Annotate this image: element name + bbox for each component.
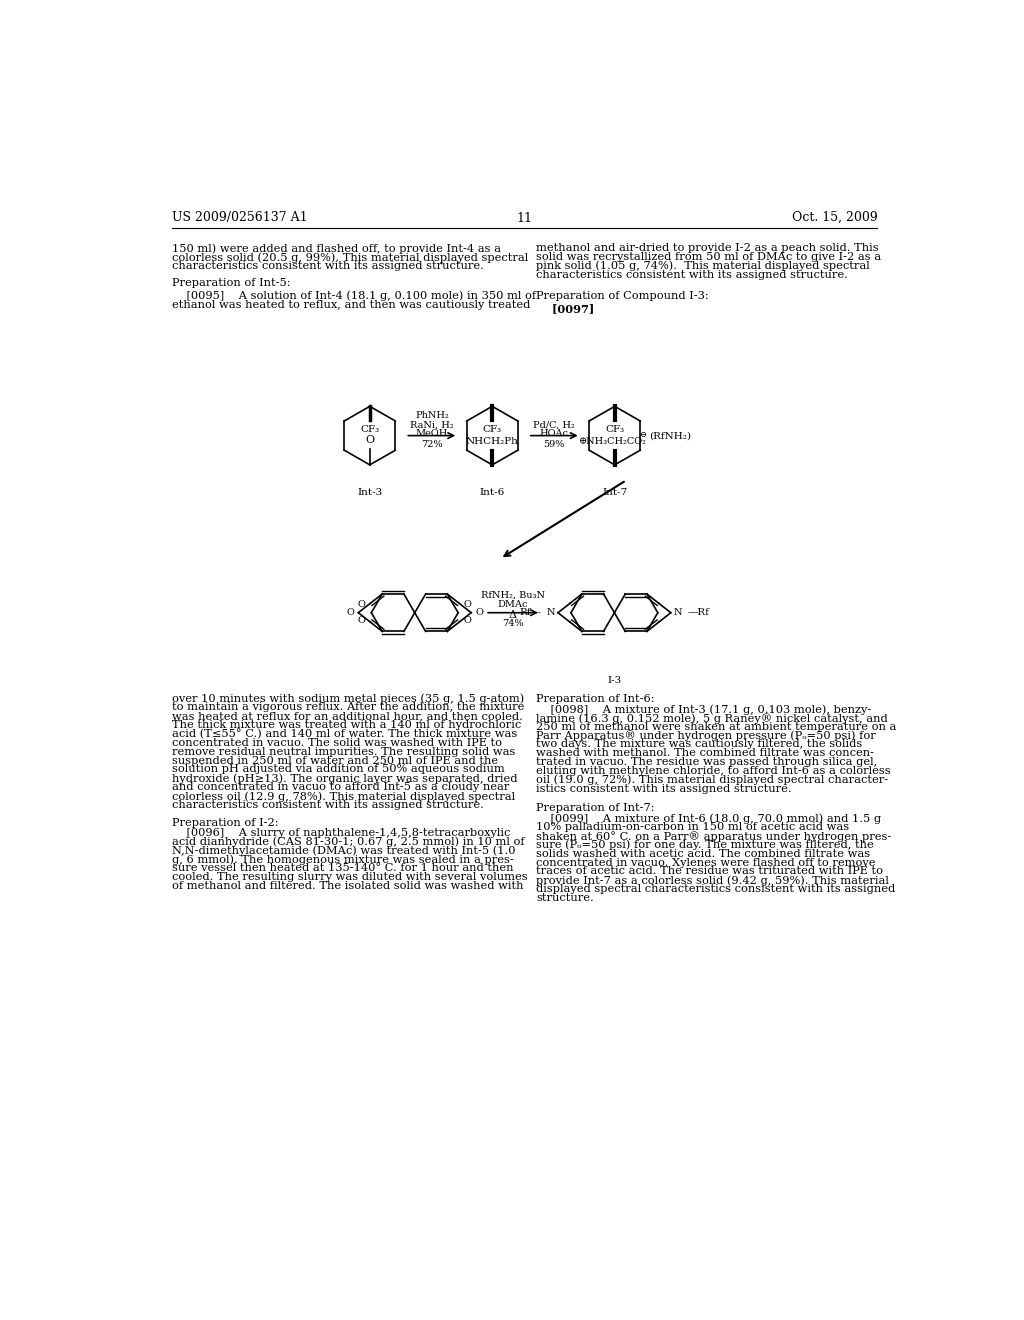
Text: characteristics consistent with its assigned structure.: characteristics consistent with its assi… [172,800,484,809]
Text: I-3: I-3 [607,676,622,685]
Text: 10% palladium-on-carbon in 150 ml of acetic acid was: 10% palladium-on-carbon in 150 ml of ace… [537,822,850,832]
Text: oil (19.0 g, 72%). This material displayed spectral character-: oil (19.0 g, 72%). This material display… [537,775,889,785]
Text: N: N [674,609,682,618]
Text: HOAc: HOAc [540,429,568,438]
Text: ethanol was heated to reflux, and then was cautiously treated: ethanol was heated to reflux, and then w… [172,300,530,310]
Text: O: O [357,601,366,610]
Text: CF₃: CF₃ [360,425,379,434]
Text: concentrated in vacuo. Xylenes were flashed off to remove: concentrated in vacuo. Xylenes were flas… [537,858,876,867]
Text: NHCH₂Ph: NHCH₂Ph [466,437,519,446]
Text: istics consistent with its assigned structure.: istics consistent with its assigned stru… [537,784,792,793]
Text: characteristics consistent with its assigned structure.: characteristics consistent with its assi… [537,269,848,280]
Text: colorless solid (20.5 g, 99%). This material displayed spectral: colorless solid (20.5 g, 99%). This mate… [172,252,528,263]
Text: Pd/C, H₂: Pd/C, H₂ [534,420,575,429]
Text: N: N [547,609,555,618]
Text: 11: 11 [517,213,532,226]
Text: 250 ml of methanol were shaken at ambient temperature on a: 250 ml of methanol were shaken at ambien… [537,722,897,731]
Text: DMAc: DMAc [498,601,528,610]
Text: O: O [475,609,483,618]
Text: 150 ml) were added and flashed off, to provide Int-4 as a: 150 ml) were added and flashed off, to p… [172,243,501,253]
Text: MeOH: MeOH [416,429,447,438]
Text: US 2009/0256137 A1: US 2009/0256137 A1 [172,211,308,224]
Text: Preparation of Int-5:: Preparation of Int-5: [172,277,291,288]
Text: ⊕NH₃CH₂CO₂: ⊕NH₃CH₂CO₂ [580,437,647,446]
Text: —Rf: —Rf [688,609,710,618]
Text: Preparation of I-2:: Preparation of I-2: [172,817,279,828]
Text: shaken at 60° C. on a Parr® apparatus under hydrogen pres-: shaken at 60° C. on a Parr® apparatus un… [537,832,892,842]
Text: colorless oil (12.9 g, 78%). This material displayed spectral: colorless oil (12.9 g, 78%). This materi… [172,791,515,801]
Text: N,N-dimethylacetamide (DMAc) was treated with Int-5 (1.0: N,N-dimethylacetamide (DMAc) was treated… [172,846,516,857]
Text: Int-3: Int-3 [357,488,382,496]
Text: acid (T≤55° C.) and 140 ml of water. The thick mixture was: acid (T≤55° C.) and 140 ml of water. The… [172,729,517,739]
Text: characteristics consistent with its assigned structure.: characteristics consistent with its assi… [172,261,484,271]
Text: RaNi, H₂: RaNi, H₂ [410,420,454,429]
Text: Parr Apparatus® under hydrogen pressure (Pₒ=50 psi) for: Parr Apparatus® under hydrogen pressure … [537,730,877,742]
Text: [0095]    A solution of Int-4 (18.1 g, 0.100 mole) in 350 ml of: [0095] A solution of Int-4 (18.1 g, 0.10… [172,290,537,301]
Text: CF₃: CF₃ [482,425,502,434]
Text: 74%: 74% [502,619,524,628]
Text: pink solid (1.05 g, 74%).  This material displayed spectral: pink solid (1.05 g, 74%). This material … [537,261,870,272]
Text: solution pH adjusted via addition of 50% aqueous sodium: solution pH adjusted via addition of 50%… [172,764,505,775]
Text: 59%: 59% [544,441,565,449]
Text: Int-7: Int-7 [602,488,628,496]
Text: trated in vacuo. The residue was passed through silica gel,: trated in vacuo. The residue was passed … [537,758,878,767]
Text: [0099]    A mixture of Int-6 (18.0 g, 70.0 mmol) and 1.5 g: [0099] A mixture of Int-6 (18.0 g, 70.0 … [537,813,882,824]
Text: Rf—: Rf— [519,609,541,618]
Text: O: O [464,616,472,624]
Text: O: O [464,601,472,610]
Text: [0096]    A slurry of naphthalene-1,4,5,8-tetracarboxylic: [0096] A slurry of naphthalene-1,4,5,8-t… [172,828,511,838]
Text: hydroxide (pH≥13). The organic layer was separated, dried: hydroxide (pH≥13). The organic layer was… [172,774,518,784]
Text: structure.: structure. [537,892,594,903]
Text: Δ: Δ [509,610,517,619]
Text: two days. The mixture was cautiously filtered, the solids: two days. The mixture was cautiously fil… [537,739,862,750]
Text: [0097]: [0097] [537,304,595,314]
Text: O: O [357,616,366,624]
Text: concentrated in vacuo. The solid was washed with IPE to: concentrated in vacuo. The solid was was… [172,738,502,748]
Text: g, 6 mmol). The homogenous mixture was sealed in a pres-: g, 6 mmol). The homogenous mixture was s… [172,854,514,865]
Text: and concentrated in vacuo to afford Int-5 as a cloudy near: and concentrated in vacuo to afford Int-… [172,781,510,792]
Text: Int-6: Int-6 [479,488,505,496]
Text: RfNH₂, Bu₃N: RfNH₂, Bu₃N [481,591,545,601]
Text: cooled. The resulting slurry was diluted with several volumes: cooled. The resulting slurry was diluted… [172,873,527,882]
Text: eluting with methylene chloride, to afford Int-6 as a colorless: eluting with methylene chloride, to affo… [537,766,891,776]
Text: Preparation of Compound I-3:: Preparation of Compound I-3: [537,290,709,301]
Text: Preparation of Int-6:: Preparation of Int-6: [537,693,655,704]
Text: remove residual neutral impurities. The resulting solid was: remove residual neutral impurities. The … [172,747,515,756]
Text: sure (Pₒ=50 psi) for one day. The mixture was filtered, the: sure (Pₒ=50 psi) for one day. The mixtur… [537,840,874,850]
Text: solids washed with acetic acid. The combined filtrate was: solids washed with acetic acid. The comb… [537,849,870,859]
Text: PhNH₂: PhNH₂ [415,411,449,420]
Text: Oct. 15, 2009: Oct. 15, 2009 [792,211,878,224]
Text: 72%: 72% [421,441,442,449]
Text: methanol and air-dried to provide I-2 as a peach solid. This: methanol and air-dried to provide I-2 as… [537,243,879,253]
Text: over 10 minutes with sodium metal pieces (35 g, 1.5 g-atom): over 10 minutes with sodium metal pieces… [172,693,524,704]
Text: solid was recrystallized from 50 ml of DMAc to give I-2 as a: solid was recrystallized from 50 ml of D… [537,252,882,261]
Text: was heated at reflux for an additional hour, and then cooled.: was heated at reflux for an additional h… [172,711,523,721]
Text: Preparation of Int-7:: Preparation of Int-7: [537,803,655,813]
Text: traces of acetic acid. The residue was triturated with IPE to: traces of acetic acid. The residue was t… [537,866,884,876]
Text: to maintain a vigorous reflux. After the addition, the mixture: to maintain a vigorous reflux. After the… [172,702,524,713]
Text: [0098]    A mixture of Int-3 (17.1 g, 0.103 mole), benzy-: [0098] A mixture of Int-3 (17.1 g, 0.103… [537,704,871,714]
Text: O: O [366,434,375,445]
Text: The thick mixture was treated with a 140 ml of hydrochloric: The thick mixture was treated with a 140… [172,721,521,730]
Text: CF₃: CF₃ [605,425,625,434]
Text: displayed spectral characteristics consistent with its assigned: displayed spectral characteristics consi… [537,884,896,894]
Text: lamine (16.3 g, 0.152 mole), 5 g Raney® nickel catalyst, and: lamine (16.3 g, 0.152 mole), 5 g Raney® … [537,713,888,723]
Text: (RfNH₂): (RfNH₂) [649,432,691,440]
Text: ⊖: ⊖ [640,430,646,438]
Text: O: O [346,609,354,618]
Text: of methanol and filtered. The isolated solid was washed with: of methanol and filtered. The isolated s… [172,880,523,891]
Text: provide Int-7 as a colorless solid (9.42 g, 59%). This material: provide Int-7 as a colorless solid (9.42… [537,875,889,886]
Text: washed with methanol. The combined filtrate was concen-: washed with methanol. The combined filtr… [537,748,874,758]
Text: acid dianhydride (CAS 81-30-1; 0.67 g, 2.5 mmol) in 10 ml of: acid dianhydride (CAS 81-30-1; 0.67 g, 2… [172,837,524,847]
Text: suspended in 250 ml of water and 250 ml of IPE and the: suspended in 250 ml of water and 250 ml … [172,755,499,766]
Text: sure vessel then heated at 135-140° C. for 1 hour and then: sure vessel then heated at 135-140° C. f… [172,863,514,874]
